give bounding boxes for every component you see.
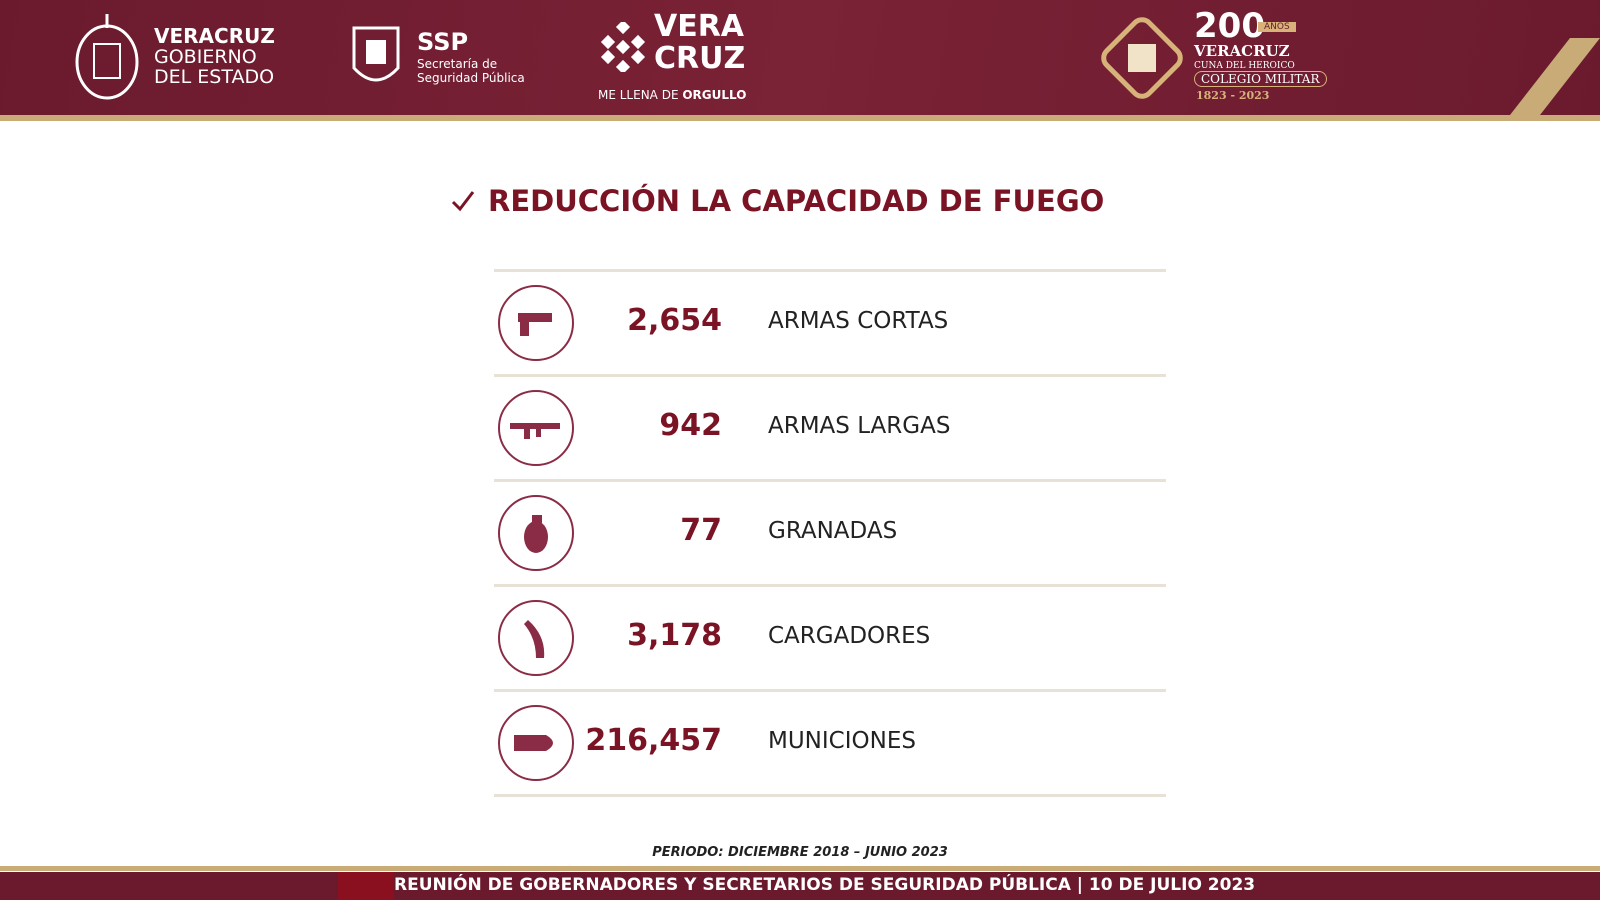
icon: [524, 620, 545, 658]
check-icon: [451, 191, 475, 212]
row-divider: [494, 479, 1166, 482]
footer-rule: [0, 866, 1600, 871]
row-divider: [494, 584, 1166, 587]
row-label: ARMAS LARGAS: [768, 413, 951, 439]
tagline-bold: ORGULLO: [682, 88, 747, 102]
anniv-line3: COLEGIO MILITAR: [1194, 71, 1327, 87]
row-icon: [498, 600, 574, 676]
footer-accent: [338, 872, 394, 900]
title: REDUCCIÓN LA CAPACIDAD DE FUEGO: [488, 184, 1105, 218]
row-divider: [494, 374, 1166, 377]
brand-line1: VERA: [654, 9, 745, 44]
anniv-number: 200: [1194, 6, 1265, 46]
row-value: 942: [659, 408, 722, 443]
row-label: ARMAS CORTAS: [768, 308, 949, 334]
period: PERIODO: DICIEMBRE 2018 – JUNIO 2023: [652, 845, 948, 860]
anniv-years: 1823 - 2023: [1196, 89, 1270, 102]
ssp-title: SSP: [417, 28, 469, 56]
row-icon: [498, 495, 574, 571]
ssp-line2: Seguridad Pública: [417, 71, 525, 85]
gold-corner: [1510, 38, 1600, 115]
row-divider: [494, 794, 1166, 797]
anniv-line1: VERACRUZ: [1194, 42, 1290, 60]
ssp-line1: Secretaría de: [417, 57, 498, 71]
gob-line3: DEL ESTADO: [154, 66, 275, 88]
gob-line1: VERACRUZ: [154, 24, 275, 48]
gob-line2: GOBIERNO: [154, 46, 257, 68]
row-value: 216,457: [585, 723, 722, 758]
row-icon: [498, 705, 574, 781]
icon: [524, 515, 548, 553]
icon: [510, 423, 560, 439]
gold-rule: [0, 115, 1600, 121]
row-icon: [498, 390, 574, 466]
brand-pattern: [600, 22, 646, 72]
row-label: GRANADAS: [768, 518, 898, 544]
anniv-line2: CUNA DEL HEROICO: [1194, 61, 1295, 71]
header-bar: VERACRUZ GOBIERNO DEL ESTADO SSP Secreta…: [0, 0, 1600, 115]
row-label: MUNICIONES: [768, 728, 916, 754]
coat-of-arms: [75, 14, 139, 100]
row-icon: [498, 285, 574, 361]
footer-bar: [0, 872, 1600, 900]
anniv-unit: AÑOS: [1258, 22, 1296, 32]
row-value: 77: [680, 513, 722, 548]
row-value: 2,654: [627, 303, 722, 338]
row-divider: [494, 689, 1166, 692]
brand-line2: CRUZ: [654, 41, 746, 76]
footer-text: REUNIÓN DE GOBERNADORES Y SECRETARIOS DE…: [394, 875, 1256, 895]
icon: [518, 313, 552, 336]
row-divider: [494, 269, 1166, 272]
brand-tagline: ME LLENA DE ORGULLO: [598, 88, 746, 102]
row-label: CARGADORES: [768, 623, 931, 649]
tagline: ME LLENA DE: [598, 88, 679, 102]
anniversary-emblem: [1101, 17, 1183, 99]
ssp-shield: [352, 26, 400, 82]
row-value: 3,178: [627, 618, 722, 653]
icon: [514, 735, 553, 751]
